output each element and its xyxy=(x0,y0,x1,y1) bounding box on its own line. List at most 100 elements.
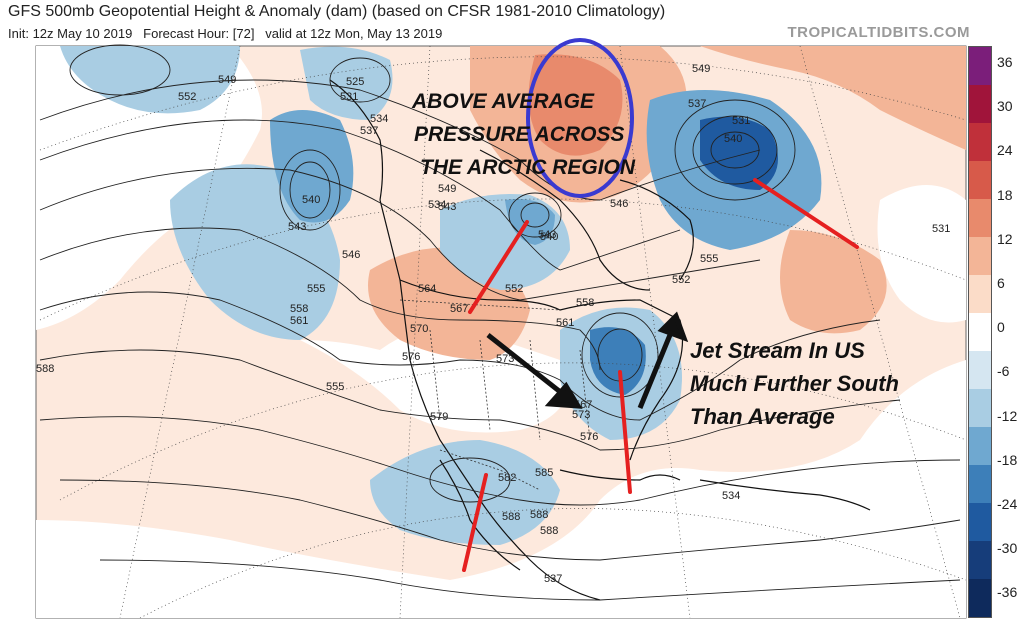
colorbar-swatch xyxy=(969,47,991,85)
colorbar-swatch xyxy=(969,503,991,541)
colorbar-tick-label: 0 xyxy=(997,319,1005,336)
contour-label: 564 xyxy=(418,283,436,295)
site-brand: TROPICALTIDBITS.COM xyxy=(787,24,970,41)
map-subtitle: Init: 12z May 10 2019 Forecast Hour: [72… xyxy=(8,26,442,41)
trough-line-greenland xyxy=(753,178,859,249)
contour-label: 588 xyxy=(502,511,520,523)
colorbar-tick-label: 12 xyxy=(997,230,1013,247)
contour-label: 537 xyxy=(544,573,562,585)
colorbar-swatch xyxy=(969,541,991,579)
contour-label: 558 xyxy=(290,303,308,315)
arrow-northeast-head xyxy=(657,311,689,343)
arctic-highlight-circle xyxy=(526,38,634,198)
contour-label: 555 xyxy=(307,283,325,295)
arrow-northeast xyxy=(637,329,675,409)
contour-label: 543 xyxy=(288,221,306,233)
jet-annotation-line2: Much Further South xyxy=(690,371,899,396)
colorbar xyxy=(968,46,992,618)
contour-label: 534 xyxy=(722,490,740,502)
contour-label: 558 xyxy=(576,297,594,309)
colorbar-swatch xyxy=(969,199,991,237)
arctic-annotation-line3: THE ARCTIC REGION xyxy=(420,156,636,179)
contour-label: 552 xyxy=(178,91,196,103)
contour-label: 555 xyxy=(700,253,718,265)
colorbar-swatch xyxy=(969,275,991,313)
negative-anomaly-greenland-core xyxy=(700,116,778,190)
trough-line-east-us xyxy=(618,370,632,494)
contour-label: 588 xyxy=(530,509,548,521)
colorbar-tick-label: -6 xyxy=(997,363,1010,380)
colorbar-swatch xyxy=(969,579,991,617)
contour-label: 540 xyxy=(302,194,320,206)
contour-label: 540 xyxy=(540,231,558,243)
colorbar-swatch xyxy=(969,389,991,427)
contour-label: 567 xyxy=(450,303,468,315)
colorbar-swatch xyxy=(969,351,991,389)
colorbar-tick-label: 6 xyxy=(997,275,1005,291)
contour-label: 549 xyxy=(218,74,236,86)
contour-label: 588 xyxy=(540,525,558,537)
contour-label: 543 xyxy=(438,201,456,213)
borders xyxy=(399,299,591,491)
arctic-annotation-line2: PRESSURE ACROSS xyxy=(414,123,624,146)
neutral-region-south xyxy=(36,360,966,618)
contour-label: 573 xyxy=(496,353,514,365)
contour-label: 531 xyxy=(932,223,950,235)
contour-label: 537 xyxy=(360,125,378,137)
contour-label: 525 xyxy=(346,76,364,88)
contour-label: 552 xyxy=(672,274,690,286)
colorbar-tick-label: 36 xyxy=(997,54,1013,70)
contour-label: 585 xyxy=(535,467,553,479)
colorbar-tick-label: -24 xyxy=(997,496,1018,512)
jet-arrows xyxy=(486,311,689,409)
colorbar-swatch xyxy=(969,313,991,351)
contour-label: 534 xyxy=(370,113,388,125)
colorbar-swatch xyxy=(969,237,991,275)
contour-label: 549 xyxy=(438,183,456,195)
contour-label: 573 xyxy=(572,409,590,421)
arrow-southeast-head xyxy=(544,381,583,409)
neutral-region-east xyxy=(877,185,966,323)
contour-label: 534 xyxy=(428,199,446,211)
contour-label: 579 xyxy=(430,411,448,423)
contour-label: 546 xyxy=(610,198,628,210)
arrow-southeast xyxy=(486,333,570,400)
positive-anomaly-arctic-core xyxy=(528,54,623,156)
trough-line-hudson xyxy=(468,220,529,314)
contour-label: 576 xyxy=(580,431,598,443)
coastlines xyxy=(329,79,871,601)
contour-label: 543 xyxy=(538,229,556,241)
colorbar-tick-label: 18 xyxy=(997,186,1013,203)
contour-label: 561 xyxy=(556,317,574,329)
colorbar-swatch xyxy=(969,465,991,503)
colorbar-swatch xyxy=(969,427,991,465)
arctic-annotation: ABOVE AVERAGE PRESSURE ACROSS THE ARCTIC… xyxy=(411,90,636,179)
trough-line-mexico xyxy=(462,473,488,572)
lat-lon-grid xyxy=(39,45,967,619)
jet-annotation-line1: Jet Stream In US xyxy=(690,338,865,363)
contour-label: 549 xyxy=(692,63,710,75)
jet-annotation-line3: Than Average xyxy=(690,404,835,429)
contour-label: 531 xyxy=(340,91,358,103)
trough-lines xyxy=(462,178,859,572)
neutral-region-west xyxy=(36,46,262,330)
contour-label: 588 xyxy=(36,363,54,375)
contour-labels: 549 552 525 531 534 537 540 543 546 549 … xyxy=(36,63,950,585)
negative-anomaly-mexico xyxy=(370,440,560,545)
init-time: Init: 12z May 10 2019 xyxy=(8,26,133,41)
colorbar-tick-label: 24 xyxy=(997,142,1013,159)
contour-label: 582 xyxy=(498,472,516,484)
negative-anomaly-gulf-alaska xyxy=(270,110,354,223)
colorbar-tick-label: -30 xyxy=(997,540,1018,557)
negative-anomaly-great-lakes-core xyxy=(590,327,646,395)
contour-label: 531 xyxy=(732,115,750,127)
colorbar-swatch xyxy=(969,161,991,199)
forecast-hour: Forecast Hour: [72] xyxy=(143,26,255,41)
colorbar-tick-label: -18 xyxy=(997,451,1018,468)
map-title: GFS 500mb Geopotential Height & Anomaly … xyxy=(8,3,666,20)
contour-label: 537 xyxy=(688,98,706,110)
contour-label: 570 xyxy=(410,323,428,335)
contour-label: 576 xyxy=(402,351,420,363)
colorbar-swatch xyxy=(969,123,991,161)
